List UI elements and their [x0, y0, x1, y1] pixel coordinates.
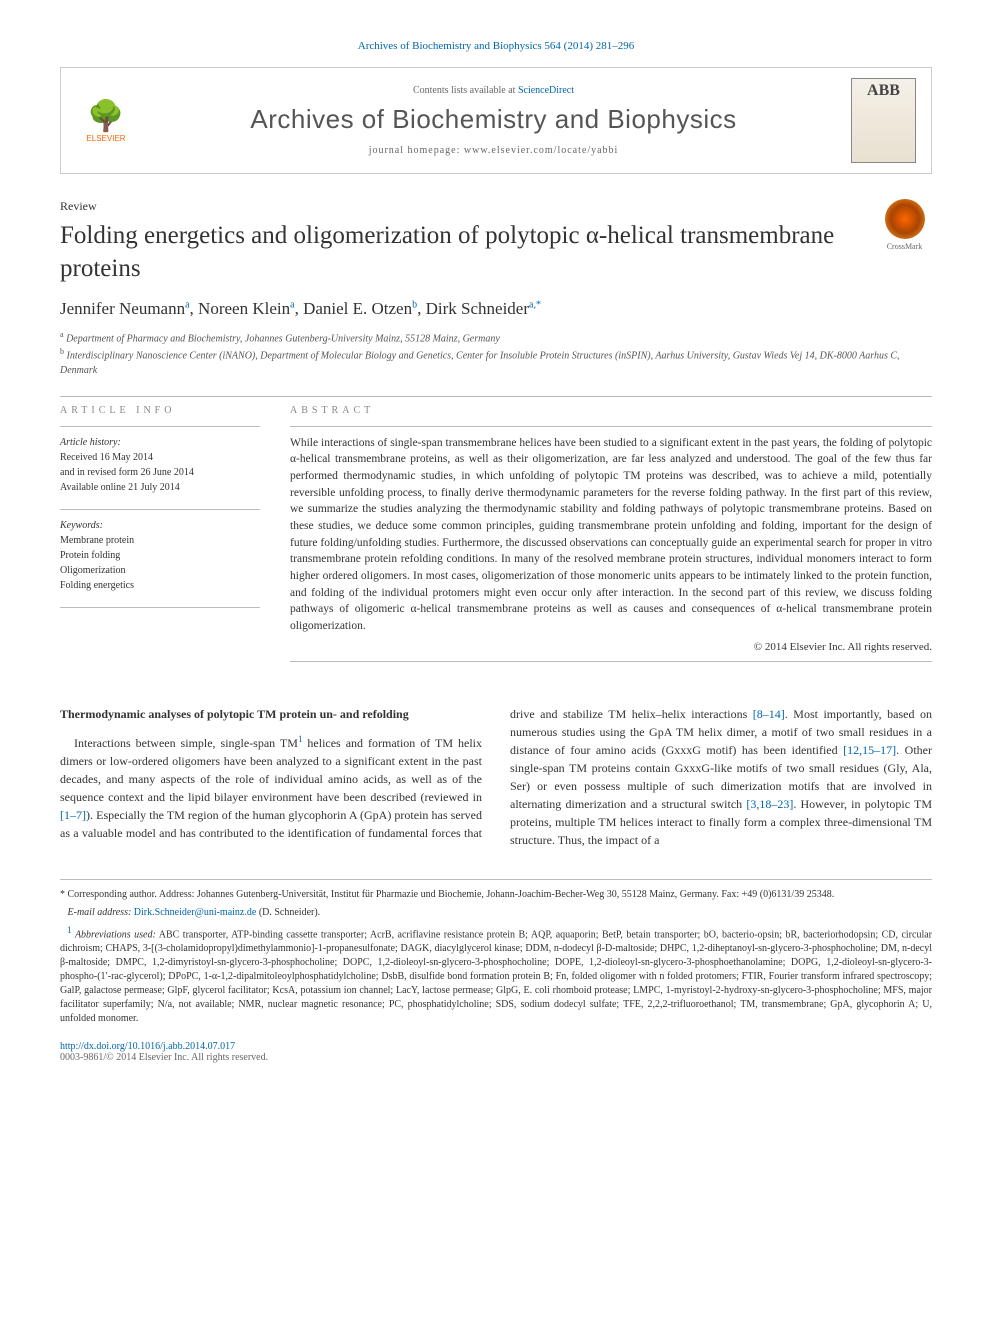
- corresponding-author-footnote: * Corresponding author. Address: Johanne…: [60, 888, 932, 902]
- homepage-prefix: journal homepage:: [369, 145, 464, 156]
- history-revised: and in revised form 26 June 2014: [60, 465, 260, 480]
- sciencedirect-link[interactable]: ScienceDirect: [518, 85, 574, 96]
- abstract-column: ABSTRACT While interactions of single-sp…: [290, 405, 932, 670]
- divider: [60, 396, 932, 397]
- article-type: Review: [60, 199, 877, 214]
- crossmark-icon: [885, 199, 925, 239]
- email-link[interactable]: Dirk.Schneider@uni-mainz.de: [134, 907, 257, 918]
- contents-prefix: Contents lists available at: [413, 85, 518, 96]
- history-online: Available online 21 July 2014: [60, 480, 260, 495]
- citation-link[interactable]: [3,18–23]: [746, 797, 793, 811]
- crossmark-label: CrossMark: [877, 242, 932, 251]
- publisher-name: ELSEVIER: [86, 134, 125, 143]
- abbrev-text: ABC transporter, ATP-binding cassette tr…: [60, 929, 932, 1024]
- journal-name: Archives of Biochemistry and Biophysics: [136, 104, 851, 135]
- footnote-marker: *: [60, 889, 65, 900]
- email-label: E-mail address:: [68, 907, 132, 918]
- header-center: Contents lists available at ScienceDirec…: [136, 85, 851, 156]
- abbrev-label: Abbreviations used:: [75, 929, 156, 940]
- divider: [290, 426, 932, 427]
- contents-line: Contents lists available at ScienceDirec…: [136, 85, 851, 96]
- history-received: Received 16 May 2014: [60, 450, 260, 465]
- issn-copyright: 0003-9861/© 2014 Elsevier Inc. All right…: [60, 1052, 932, 1063]
- abstract-heading: ABSTRACT: [290, 405, 932, 416]
- doi-link[interactable]: http://dx.doi.org/10.1016/j.abb.2014.07.…: [60, 1041, 932, 1052]
- keyword: Protein folding: [60, 548, 260, 563]
- history-label: Article history:: [60, 435, 260, 450]
- text-run: Interactions between simple, single-span…: [74, 736, 298, 750]
- abbreviations-footnote: 1 Abbreviations used: ABC transporter, A…: [60, 924, 932, 1026]
- divider: [60, 607, 260, 608]
- divider: [290, 661, 932, 662]
- article-info-sidebar: ARTICLE INFO Article history: Received 1…: [60, 405, 260, 670]
- keyword: Membrane protein: [60, 533, 260, 548]
- keywords-label: Keywords:: [60, 518, 260, 533]
- email-attribution: (D. Schneider).: [259, 907, 320, 918]
- crossmark-badge[interactable]: CrossMark: [877, 199, 932, 251]
- citation-link[interactable]: [12,15–17]: [843, 743, 896, 757]
- body-paragraph: Interactions between simple, single-span…: [60, 705, 932, 849]
- footnotes: * Corresponding author. Address: Johanne…: [60, 879, 932, 1026]
- article-history: Article history: Received 16 May 2014 an…: [60, 435, 260, 495]
- article-title: Folding energetics and oligomerization o…: [60, 220, 877, 285]
- homepage-url[interactable]: www.elsevier.com/locate/yabbi: [464, 145, 618, 156]
- divider: [60, 426, 260, 427]
- homepage-line: journal homepage: www.elsevier.com/locat…: [136, 145, 851, 156]
- citation-line[interactable]: Archives of Biochemistry and Biophysics …: [60, 40, 932, 52]
- cover-abbrev: ABB: [867, 82, 900, 100]
- authors-list: Jennifer Neumanna, Noreen Kleina, Daniel…: [60, 299, 932, 319]
- abstract-copyright: © 2014 Elsevier Inc. All rights reserved…: [290, 641, 932, 653]
- divider: [60, 509, 260, 510]
- keyword: Folding energetics: [60, 578, 260, 593]
- keywords-block: Keywords: Membrane protein Protein foldi…: [60, 518, 260, 593]
- elsevier-tree-icon: 🌳: [87, 99, 124, 134]
- body-text: Thermodynamic analyses of polytopic TM p…: [60, 705, 932, 849]
- citation-link[interactable]: [8–14]: [753, 707, 785, 721]
- section-heading: Thermodynamic analyses of polytopic TM p…: [60, 705, 482, 723]
- keyword: Oligomerization: [60, 563, 260, 578]
- abstract-text: While interactions of single-span transm…: [290, 435, 932, 635]
- footnote-marker: 1: [67, 925, 72, 935]
- affiliations: a Department of Pharmacy and Biochemistr…: [60, 329, 932, 378]
- footnote-text: Corresponding author. Address: Johannes …: [68, 889, 835, 900]
- elsevier-logo[interactable]: 🌳 ELSEVIER: [76, 86, 136, 156]
- citation-link[interactable]: [1–7]: [60, 808, 86, 822]
- journal-header: 🌳 ELSEVIER Contents lists available at S…: [60, 67, 932, 174]
- journal-cover-thumbnail[interactable]: ABB: [851, 78, 916, 163]
- article-info-heading: ARTICLE INFO: [60, 405, 260, 416]
- email-footnote: E-mail address: Dirk.Schneider@uni-mainz…: [60, 906, 932, 920]
